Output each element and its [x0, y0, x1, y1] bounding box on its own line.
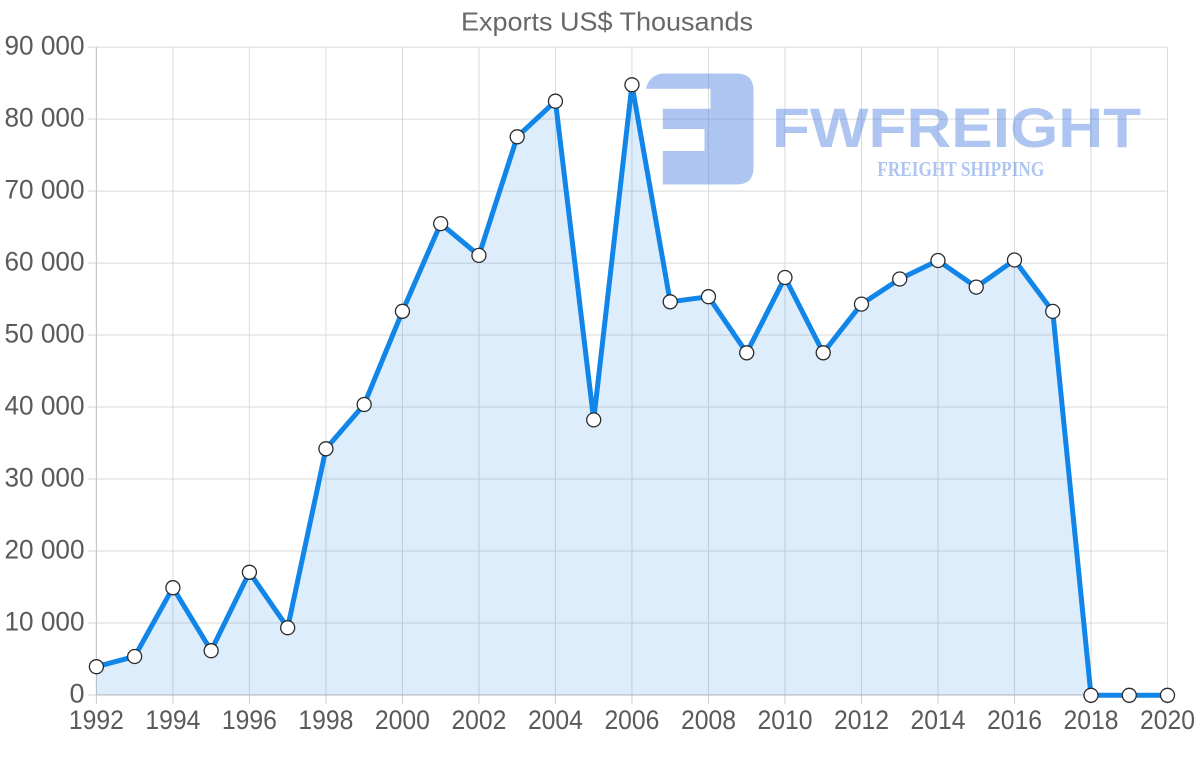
svg-text:1994: 1994 — [145, 705, 200, 735]
svg-text:90 000: 90 000 — [5, 31, 85, 61]
svg-text:10 000: 10 000 — [5, 607, 85, 637]
svg-text:2006: 2006 — [604, 705, 659, 735]
svg-text:Exports US$ Thousands: Exports US$ Thousands — [461, 6, 753, 36]
svg-text:20 000: 20 000 — [5, 535, 85, 565]
svg-text:2020: 2020 — [1140, 705, 1195, 735]
svg-text:2012: 2012 — [834, 705, 889, 735]
svg-text:50 000: 50 000 — [5, 319, 85, 349]
svg-text:2014: 2014 — [910, 705, 965, 735]
svg-text:30 000: 30 000 — [5, 463, 85, 493]
svg-text:60 000: 60 000 — [5, 247, 85, 277]
svg-text:2016: 2016 — [987, 705, 1042, 735]
svg-text:FWFREIGHT: FWFREIGHT — [772, 96, 1141, 159]
svg-text:FREIGHT SHIPPING: FREIGHT SHIPPING — [877, 157, 1044, 181]
svg-text:2018: 2018 — [1063, 705, 1118, 735]
svg-text:0: 0 — [69, 679, 84, 709]
svg-text:2010: 2010 — [757, 705, 812, 735]
svg-text:1996: 1996 — [222, 705, 277, 735]
svg-text:1992: 1992 — [69, 705, 124, 735]
svg-text:2000: 2000 — [375, 705, 430, 735]
svg-text:70 000: 70 000 — [5, 175, 85, 205]
svg-text:80 000: 80 000 — [5, 103, 85, 133]
svg-text:2002: 2002 — [451, 705, 506, 735]
svg-text:2004: 2004 — [528, 705, 583, 735]
svg-text:2008: 2008 — [681, 705, 736, 735]
svg-text:40 000: 40 000 — [5, 391, 85, 421]
svg-text:1998: 1998 — [298, 705, 353, 735]
